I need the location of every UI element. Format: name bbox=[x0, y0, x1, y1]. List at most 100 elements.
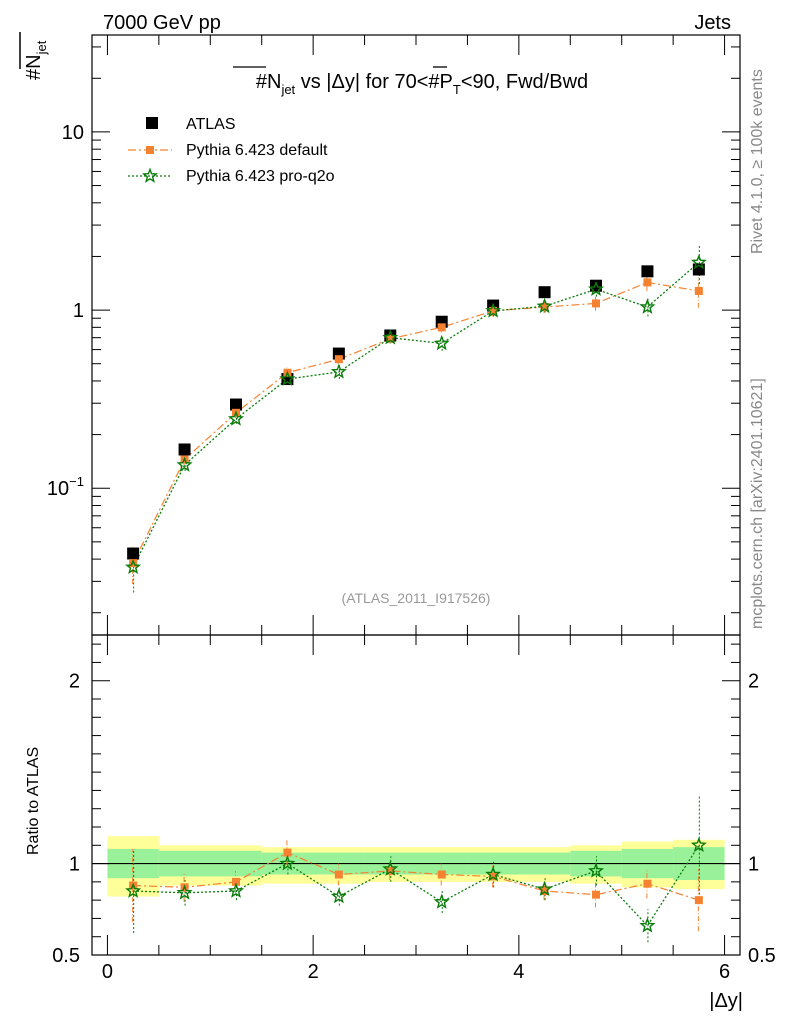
data-point-pythia-default bbox=[334, 355, 343, 364]
main-y-tick-label-base: 10 bbox=[62, 122, 84, 144]
ratio-point-pythia-pro bbox=[485, 866, 502, 882]
main-y-axis-label: #Njet bbox=[19, 32, 49, 80]
data-point-pythia-pro bbox=[176, 456, 193, 472]
ratio-y-axis-label: Ratio to ATLAS bbox=[25, 747, 42, 855]
data-point-pythia-pro bbox=[639, 298, 656, 314]
data-point-pythia-default bbox=[540, 303, 549, 312]
ratio-point-pythia-pro bbox=[587, 862, 605, 878]
data-point-pythia-default bbox=[694, 286, 703, 295]
ratio-point-pythia-default bbox=[334, 870, 343, 879]
legend-atlas-marker bbox=[146, 117, 158, 129]
x-tick-label: 0 bbox=[102, 961, 113, 983]
ratio-point-pythia-pro bbox=[125, 882, 142, 898]
data-point-pythia-default bbox=[592, 299, 600, 308]
data-point-pythia-default bbox=[643, 278, 652, 287]
data-point-atlas bbox=[590, 279, 602, 292]
ratio-point-pythia-default bbox=[386, 866, 395, 875]
analysis-id-label: (ATLAS_2011_I917526) bbox=[342, 590, 491, 606]
ratio-panel: 0.5 0.5 1 1 2 2 0 2 4 6 Ratio to ATLAS |Δy| bbox=[25, 634, 776, 1012]
data-point-pythia-pro bbox=[587, 280, 605, 296]
main-y-tick-label: 10−1 bbox=[47, 474, 84, 500]
legend-pythia-default-marker bbox=[146, 146, 154, 154]
data-point-pythia-pro bbox=[690, 254, 707, 270]
ratio-point-pythia-default bbox=[592, 890, 600, 899]
series-line-default bbox=[132, 281, 699, 564]
ratio-point-pythia-default bbox=[540, 887, 549, 895]
ratio-point-pythia-pro bbox=[690, 836, 707, 853]
data-point-atlas bbox=[178, 443, 191, 456]
ratio-x-ticks bbox=[106, 635, 726, 955]
data-point-pythia-pro bbox=[227, 410, 245, 426]
legend: ATLAS Pythia 6.423 default Pythia 6.423 … bbox=[128, 116, 335, 185]
ratio-point-pythia-pro bbox=[227, 882, 245, 898]
ratio-point-pythia-default bbox=[643, 879, 652, 888]
ratio-y-tick-label-left: 2 bbox=[69, 671, 80, 693]
ratio-y-tick-labels: 0.5 0.5 1 1 2 2 bbox=[52, 671, 776, 967]
data-point-atlas bbox=[641, 265, 654, 278]
legend-pythia-pro: Pythia 6.423 pro-q2o bbox=[128, 167, 335, 185]
data-point-pythia-default bbox=[129, 559, 138, 568]
ratio-point-pythia-pro bbox=[176, 884, 193, 900]
data-point-pythia-default bbox=[386, 334, 395, 343]
ratio-point-pythia-default bbox=[489, 872, 498, 881]
data-point-pythia-pro bbox=[433, 334, 450, 351]
ratio-y-tick-label-right: 2 bbox=[748, 671, 759, 693]
ratio-point-pythia-pro bbox=[279, 855, 296, 871]
ratio-plot-frame bbox=[91, 634, 741, 956]
x-tick-label: 6 bbox=[719, 961, 730, 983]
main-y-tick-label: 1 bbox=[73, 300, 84, 322]
legend-pythia-pro-label: Pythia 6.423 pro-q2o bbox=[186, 168, 335, 185]
legend-pythia-default: Pythia 6.423 default bbox=[128, 142, 328, 159]
svg-text:#Njet vs |Δy| for 70<#PT<90, F: #Njet vs |Δy| for 70<#PT<90, Fwd/Bwd bbox=[256, 71, 588, 97]
ratio-y-tick-label-left: 1 bbox=[69, 854, 80, 876]
ratio-y-ticks bbox=[92, 643, 740, 956]
data-point-pythia-pro bbox=[536, 297, 553, 314]
ratio-line-pro bbox=[133, 844, 700, 927]
x-tick-label: 4 bbox=[513, 961, 524, 983]
ratio-point-pythia-default bbox=[437, 870, 446, 879]
main-y-tick-label: 10 bbox=[62, 122, 84, 144]
legend-atlas: ATLAS bbox=[146, 116, 236, 133]
data-point-atlas bbox=[538, 286, 551, 299]
x-tick-label: 2 bbox=[308, 961, 319, 983]
x-axis-label: |Δy| bbox=[709, 990, 743, 1012]
main-y-tick-label-exponent: −1 bbox=[69, 474, 84, 489]
main-y-ticks bbox=[92, 46, 740, 614]
svg-text:#Njet: #Njet bbox=[23, 40, 49, 80]
main-series bbox=[125, 245, 707, 593]
ratio-y-tick-label-right: 1 bbox=[748, 854, 759, 876]
main-y-tick-label-base: 10 bbox=[47, 478, 69, 500]
legend-atlas-label: ATLAS bbox=[186, 116, 236, 133]
ratio-y-tick-label-right: 0.5 bbox=[748, 945, 776, 967]
x-tick-labels: 0 2 4 6 bbox=[102, 961, 730, 983]
data-point-pythia-pro bbox=[485, 302, 502, 318]
ratio-point-pythia-default bbox=[694, 896, 703, 905]
plot-title: #Njet vs |Δy| for 70<#PT<90, Fwd/Bwd bbox=[233, 66, 588, 97]
ratio-point-pythia-pro bbox=[382, 860, 399, 876]
data-point-pythia-pro bbox=[125, 558, 142, 575]
ratio-uncertainty-bands bbox=[107, 836, 725, 897]
energy-label: 7000 GeV pp bbox=[103, 12, 221, 34]
ratio-line-default bbox=[133, 851, 700, 901]
ratio-point-pythia-pro bbox=[330, 888, 347, 904]
ratio-point-pythia-pro bbox=[639, 917, 656, 933]
data-point-pythia-pro bbox=[382, 329, 399, 345]
data-point-atlas bbox=[127, 547, 140, 560]
legend-pythia-pro-marker bbox=[141, 167, 159, 183]
ratio-point-pythia-pro bbox=[536, 880, 553, 896]
mcplots-label: mcplots.cern.ch [arXiv:2401.10621] bbox=[749, 378, 766, 629]
ratio-point-pythia-pro bbox=[433, 893, 450, 909]
series-line-pro bbox=[132, 262, 700, 568]
rivet-version-label: Rivet 4.1.0, ≥ 100k events bbox=[749, 69, 766, 254]
data-point-atlas bbox=[230, 398, 242, 411]
ratio-point-pythia-default bbox=[232, 877, 240, 886]
category-label: Jets bbox=[694, 12, 731, 34]
ratio-series bbox=[125, 795, 707, 943]
main-x-ticks bbox=[106, 35, 726, 635]
data-point-pythia-default bbox=[437, 323, 446, 332]
data-point-pythia-pro bbox=[330, 363, 347, 379]
ratio-y-tick-label-left: 0.5 bbox=[52, 945, 80, 967]
